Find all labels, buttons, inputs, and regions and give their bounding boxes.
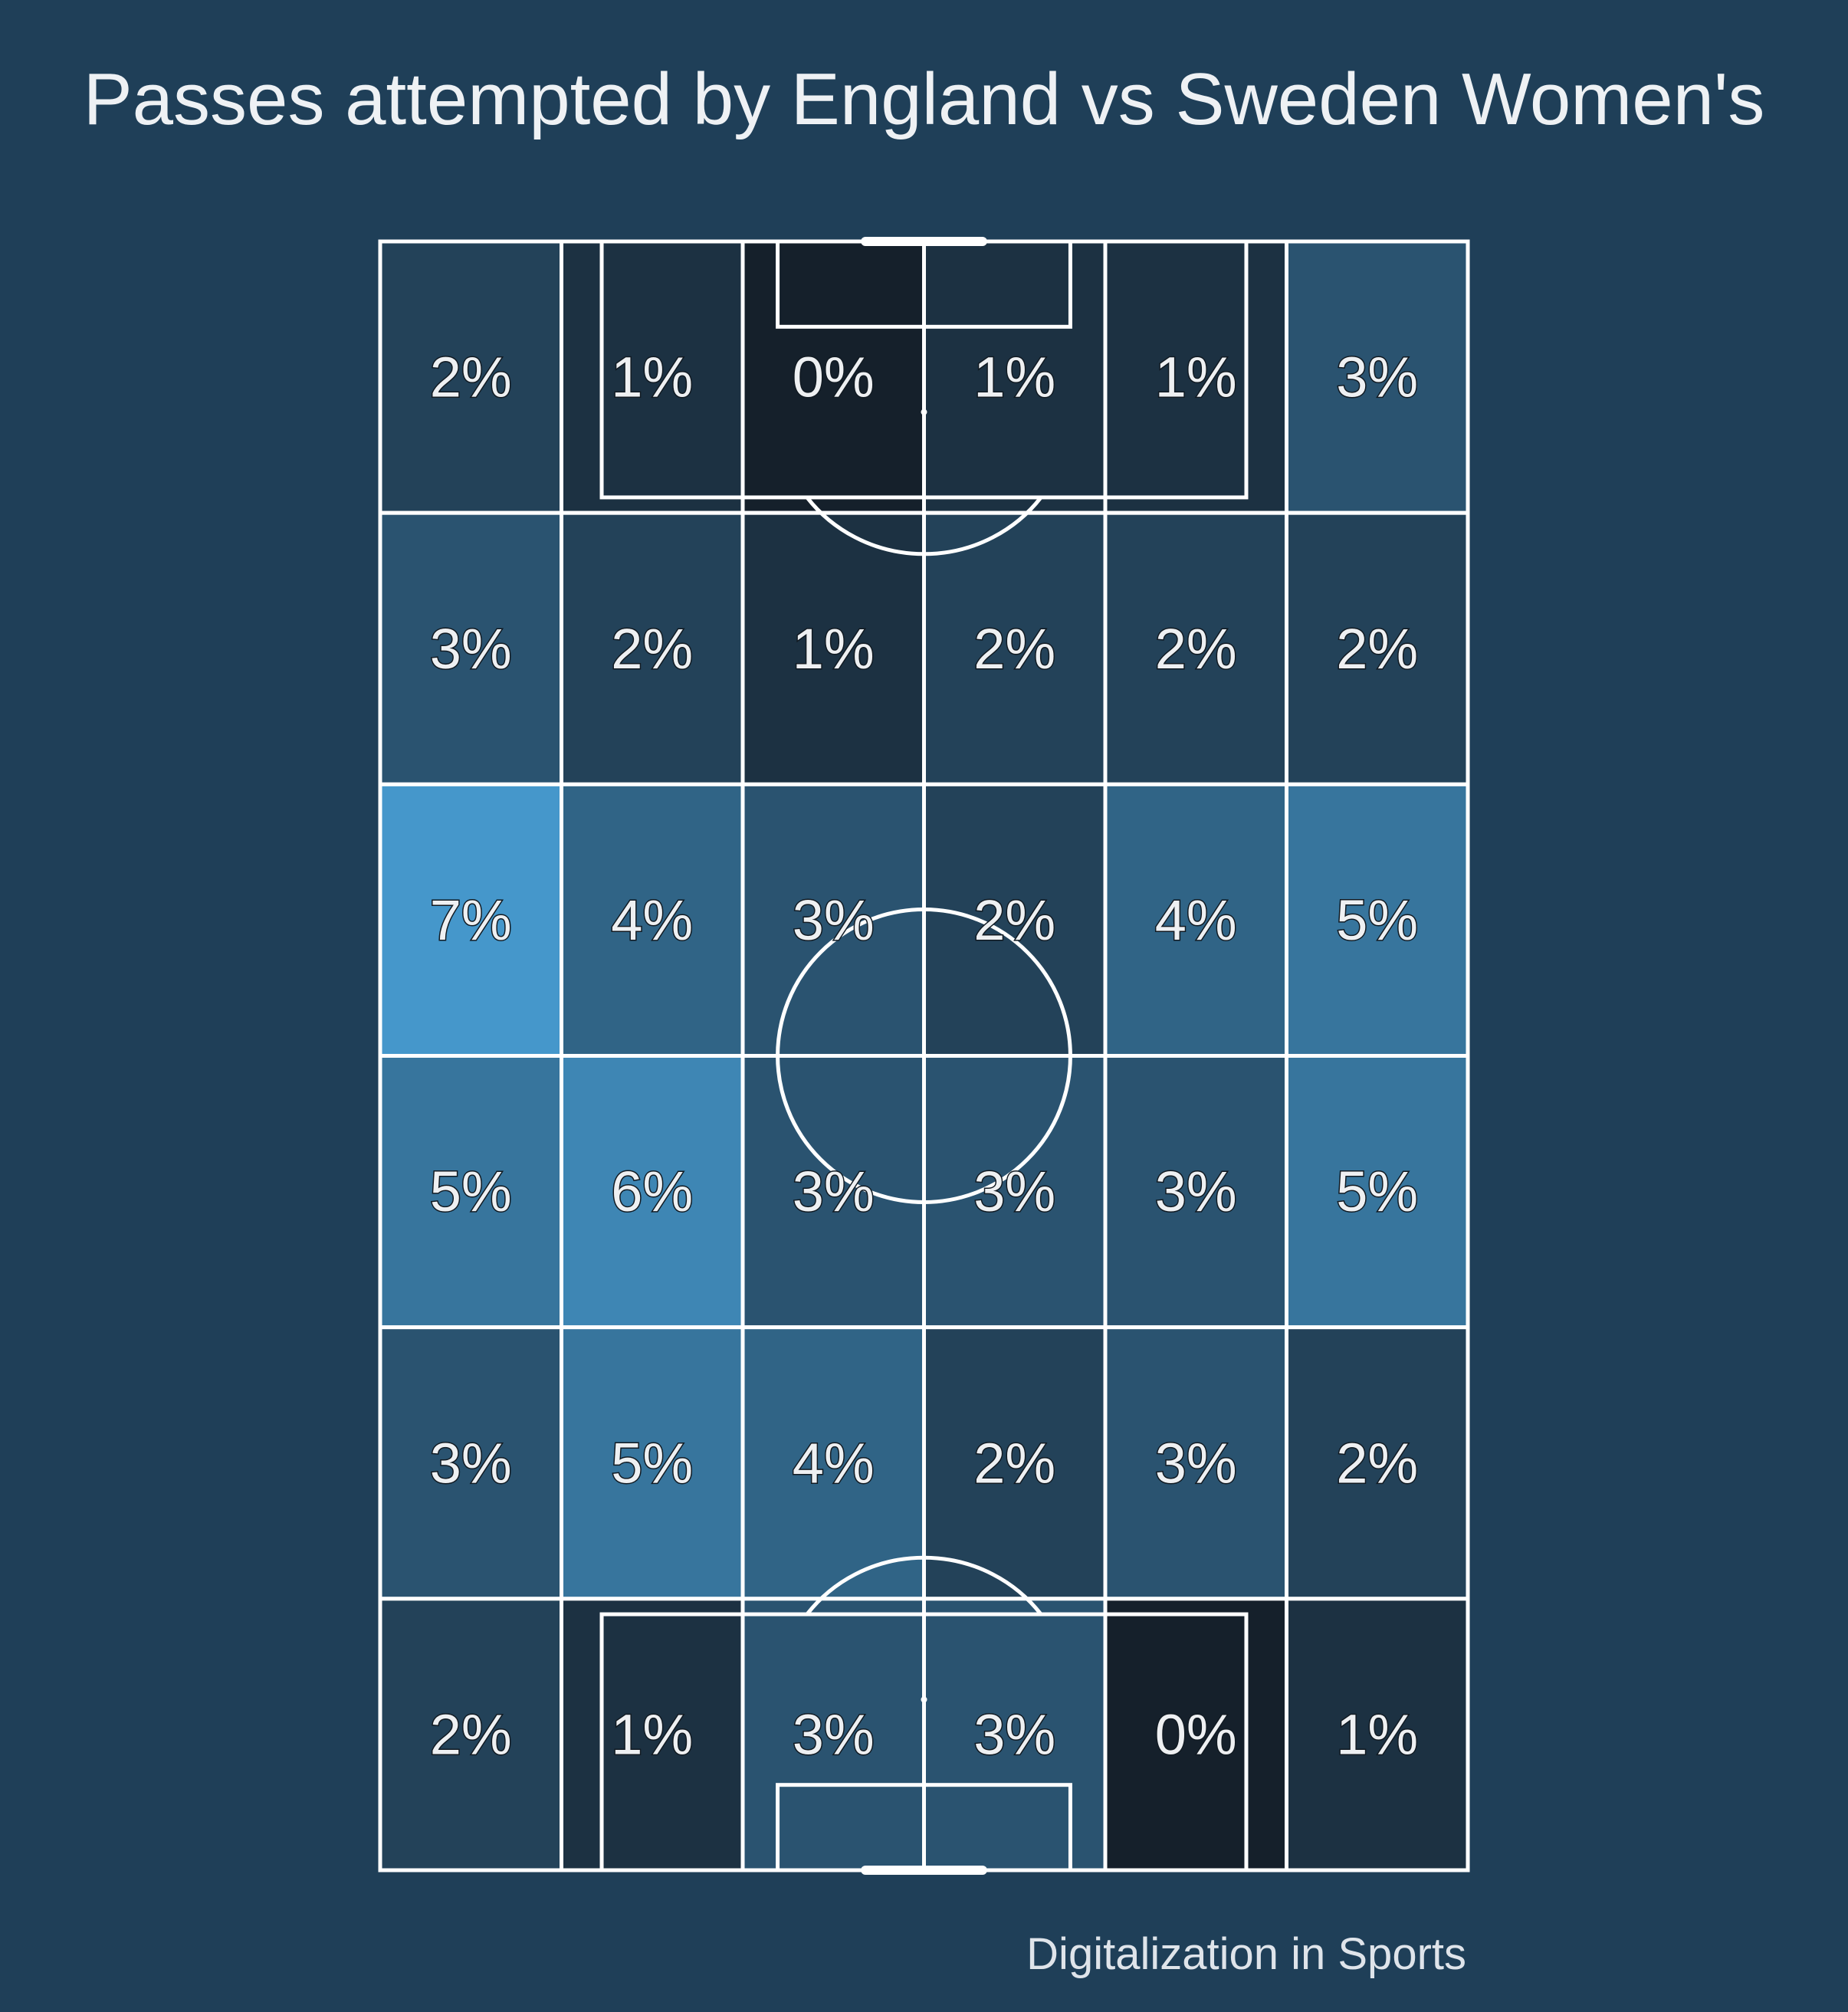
cell-value-label: 6% [611, 1160, 693, 1223]
top-penalty-spot [921, 409, 927, 415]
credit-text: Digitalization in Sports [1026, 1929, 1466, 1979]
bottom-penalty-spot [921, 1696, 927, 1703]
cell-value-label: 1% [1336, 1702, 1418, 1766]
cell-value-label: 3% [1336, 346, 1418, 409]
cell-labels: 2% 1% 0% 1% 1% 3% 3% 2% 1% 2% 2% 2% 7% 4% 3% 2% 4% 5% 5% 6%… [428, 344, 1419, 1767]
cell-value-label: 5% [1336, 888, 1418, 952]
center-circle [776, 908, 1072, 1204]
heatmap-cell [1285, 1325, 1470, 1601]
cell-value-label: 2% [430, 346, 512, 409]
bottom-penalty-arc [805, 1555, 1043, 1616]
cell-value-label: 4% [793, 1431, 875, 1495]
pitch-markings [378, 237, 1470, 1875]
cell-value-label: 3% [793, 1702, 875, 1766]
heatmap-cell [740, 782, 926, 1058]
cell-value-label: 2% [1155, 617, 1237, 681]
heatmap-cell [1285, 1054, 1470, 1330]
cell-value-label: 2% [430, 1702, 512, 1766]
cell-value-label: 3% [973, 1160, 1055, 1223]
cell-value-label: 4% [611, 888, 693, 952]
heatmap-cell [560, 782, 745, 1058]
heatmap-cell [560, 1325, 745, 1601]
heatmap-cell [922, 1054, 1108, 1330]
heatmap-cell [1103, 1597, 1288, 1873]
heatmap-cell [560, 510, 745, 786]
top-penalty-arc [805, 496, 1043, 556]
cell-value-label: 3% [973, 1702, 1055, 1766]
cell-value-label: 0% [1155, 1702, 1237, 1766]
cell-value-label: 3% [430, 1431, 512, 1495]
cell-value-label: 3% [793, 1160, 875, 1223]
cell-value-label: 1% [973, 346, 1055, 409]
heatmap-cell [922, 782, 1108, 1058]
cell-value-label: 3% [1155, 1431, 1237, 1495]
heatmap-cell [378, 239, 563, 515]
heatmap-cells [378, 239, 1470, 1873]
heatmap-cell [1285, 510, 1470, 786]
cell-value-label: 1% [611, 346, 693, 409]
cell-value-label: 7% [430, 888, 512, 952]
cell-value-label: 3% [430, 617, 512, 681]
cell-value-label: 2% [973, 1431, 1055, 1495]
heatmap-cell [1103, 782, 1288, 1058]
cell-value-label: 4% [1155, 888, 1237, 952]
cell-value-label: 2% [973, 888, 1055, 952]
heatmap-cell [1285, 782, 1470, 1058]
chart-title: Passes attempted by England vs Sweden Wo… [83, 58, 1765, 140]
heatmap-cell [1103, 1325, 1288, 1601]
cell-value-label: 2% [973, 617, 1055, 681]
cell-value-label: 3% [1155, 1160, 1237, 1223]
heatmap-cell [378, 1325, 563, 1601]
heatmap-cell [378, 1597, 563, 1873]
cell-value-label: 5% [430, 1160, 512, 1223]
cell-value-label: 1% [611, 1702, 693, 1766]
cell-value-label: 1% [793, 617, 875, 681]
heatmap-cell [740, 510, 926, 786]
cell-value-label: 1% [1155, 346, 1237, 409]
heatmap-cell [740, 239, 926, 515]
cell-value-label: 3% [793, 888, 875, 952]
cell-value-label: 5% [1336, 1160, 1418, 1223]
cell-value-label: 5% [611, 1431, 693, 1495]
cell-value-label: 2% [611, 617, 693, 681]
cell-value-label: 2% [1336, 1431, 1418, 1495]
heatmap-cell [378, 782, 563, 1058]
cell-value-label: 0% [793, 346, 875, 409]
cell-value-label: 2% [1336, 617, 1418, 681]
